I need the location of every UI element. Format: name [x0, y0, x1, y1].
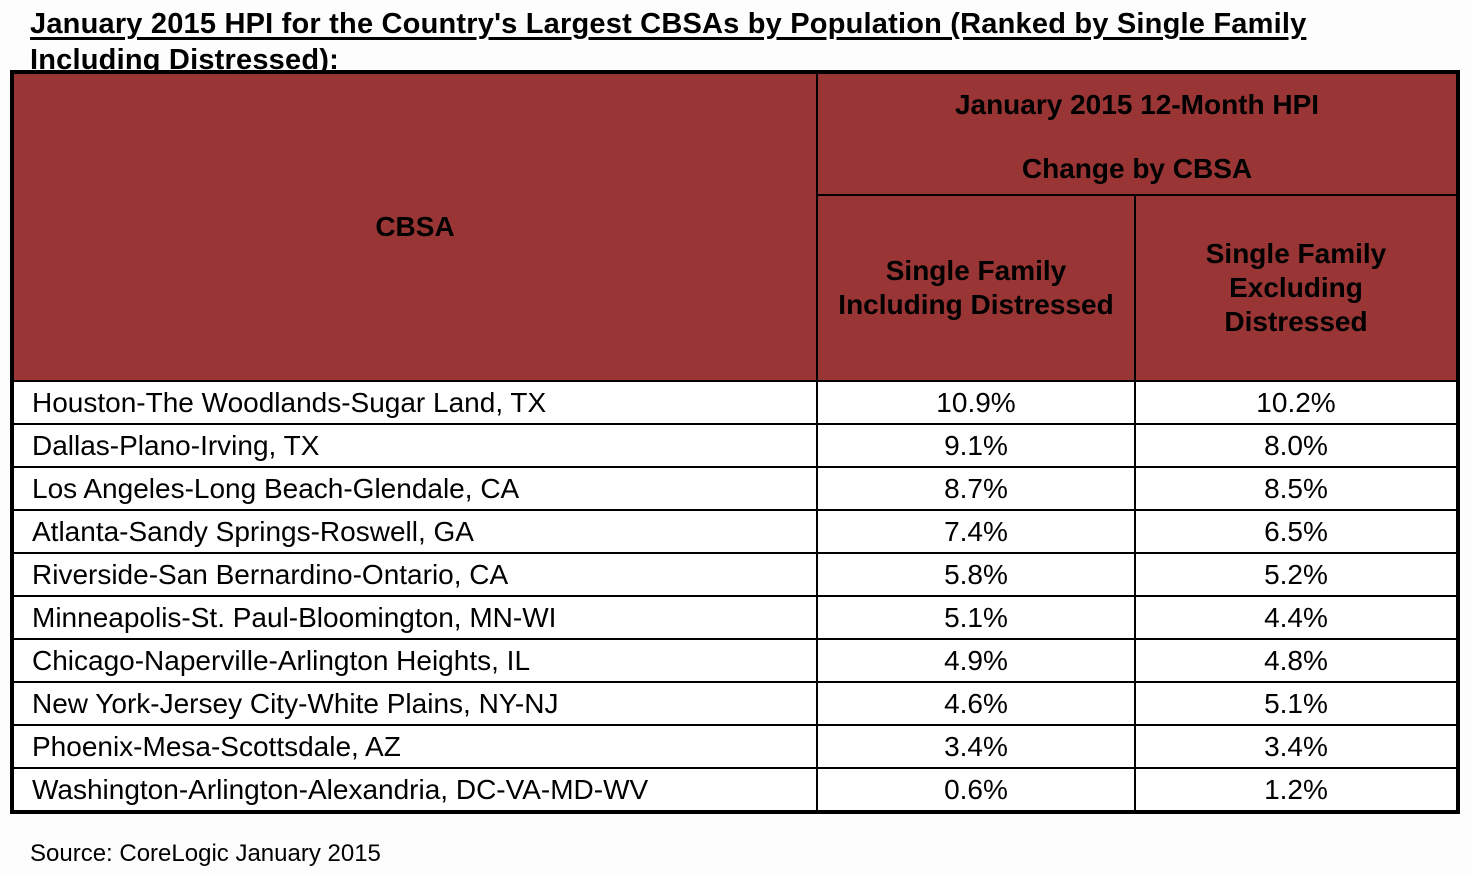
- cbsa-name-cell: Minneapolis-St. Paul-Bloomington, MN-WI: [11, 595, 818, 640]
- table-row: Chicago-Naperville-Arlington Heights, IL…: [11, 638, 1459, 683]
- table-row: Atlanta-Sandy Springs-Roswell, GA 7.4% 6.5…: [11, 509, 1459, 554]
- hpi-excluding-distressed-cell: 8.5%: [1134, 466, 1459, 511]
- cbsa-column-header: CBSA: [11, 71, 818, 382]
- hpi-excluding-distressed-cell: 5.1%: [1134, 681, 1459, 726]
- hpi-excluding-distressed-cell: 10.2%: [1134, 380, 1459, 425]
- page-title-line-1: January 2015 HPI for the Country's Large…: [30, 8, 1307, 40]
- cbsa-name-cell: Phoenix-Mesa-Scottsdale, AZ: [11, 724, 818, 769]
- hpi-including-distressed-cell: 7.4%: [816, 509, 1136, 554]
- table-row: Los Angeles-Long Beach-Glendale, CA 8.7% 8…: [11, 466, 1459, 511]
- hpi-excluding-distressed-cell: 1.2%: [1134, 767, 1459, 813]
- table-body: Houston-The Woodlands-Sugar Land, TX 10.9…: [11, 380, 1459, 813]
- cbsa-name-cell: Dallas-Plano-Irving, TX: [11, 423, 818, 468]
- hpi-including-distressed-cell: 3.4%: [816, 724, 1136, 769]
- table-row: Minneapolis-St. Paul-Bloomington, MN-WI 5…: [11, 595, 1459, 640]
- table-row: New York-Jersey City-White Plains, NY-NJ…: [11, 681, 1459, 726]
- cbsa-name-cell: Riverside-San Bernardino-Ontario, CA: [11, 552, 818, 597]
- cbsa-name-cell: Washington-Arlington-Alexandria, DC-VA-M…: [11, 767, 818, 813]
- cbsa-name-cell: Atlanta-Sandy Springs-Roswell, GA: [11, 509, 818, 554]
- hpi-including-distressed-cell: 9.1%: [816, 423, 1136, 468]
- hpi-excluding-distressed-cell: 3.4%: [1134, 724, 1459, 769]
- hpi-including-distressed-cell: 5.1%: [816, 595, 1136, 640]
- hpi-including-distressed-cell: 4.9%: [816, 638, 1136, 683]
- hpi-including-distressed-cell: 5.8%: [816, 552, 1136, 597]
- group-header-line-2: Change by CBSA: [1021, 153, 1253, 184]
- cbsa-name-cell: Los Angeles-Long Beach-Glendale, CA: [11, 466, 818, 511]
- group-header-row: CBSA January 2015 12-Month HPI Change by…: [11, 71, 1459, 382]
- page-title: January 2015 HPI for the Country's Large…: [30, 6, 1306, 78]
- table-row: Riverside-San Bernardino-Ontario, CA 5.8%…: [11, 552, 1459, 597]
- hpi-excluding-distressed-cell: 8.0%: [1134, 423, 1459, 468]
- hpi-excluding-distressed-cell: 5.2%: [1134, 552, 1459, 597]
- hpi-including-distressed-cell: 4.6%: [816, 681, 1136, 726]
- hpi-excluding-distressed-cell: 4.8%: [1134, 638, 1459, 683]
- cbsa-name-cell: Houston-The Woodlands-Sugar Land, TX: [11, 380, 818, 425]
- table-row: Houston-The Woodlands-Sugar Land, TX 10.9…: [11, 380, 1459, 425]
- group-header-line-1: January 2015 12-Month HPI: [954, 89, 1320, 120]
- group-header: January 2015 12-Month HPI Change by CBSA: [816, 71, 1459, 196]
- cbsa-name-cell: New York-Jersey City-White Plains, NY-NJ: [11, 681, 818, 726]
- hpi-excluding-distressed-cell: 6.5%: [1134, 509, 1459, 554]
- hpi-including-distressed-cell: 10.9%: [816, 380, 1136, 425]
- hpi-table: CBSA January 2015 12-Month HPI Change by…: [10, 70, 1460, 814]
- column-header-excluding-distressed: Single Family Excluding Distressed: [1134, 194, 1459, 382]
- hpi-including-distressed-cell: 0.6%: [816, 767, 1136, 813]
- table-row: Phoenix-Mesa-Scottsdale, AZ 3.4% 3.4%: [11, 724, 1459, 769]
- source-note: Source: CoreLogic January 2015: [30, 840, 381, 867]
- table-header: CBSA January 2015 12-Month HPI Change by…: [11, 71, 1459, 382]
- sub-header-row: Single Family Including Distressed Singl…: [12, 194, 1459, 382]
- hpi-including-distressed-cell: 8.7%: [816, 466, 1136, 511]
- column-header-including-distressed: Single Family Including Distressed: [816, 194, 1136, 382]
- table-row: Dallas-Plano-Irving, TX 9.1% 8.0%: [11, 423, 1459, 468]
- table-row: Washington-Arlington-Alexandria, DC-VA-M…: [11, 767, 1459, 813]
- hpi-excluding-distressed-cell: 4.4%: [1134, 595, 1459, 640]
- cbsa-name-cell: Chicago-Naperville-Arlington Heights, IL: [11, 638, 818, 683]
